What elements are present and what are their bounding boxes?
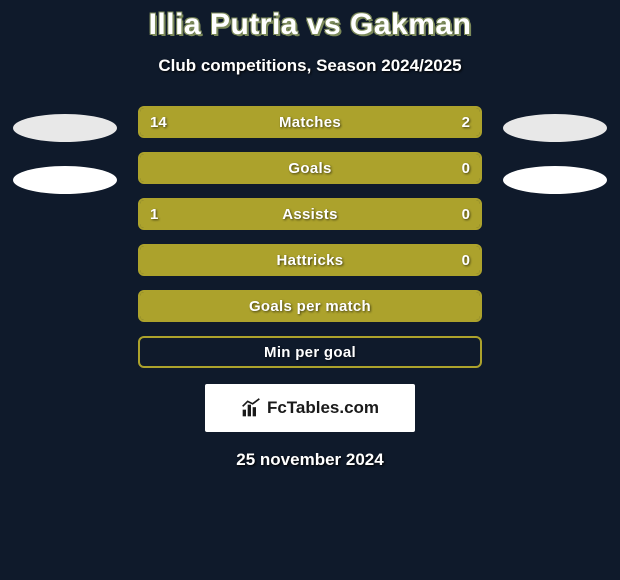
stat-row: Goals per match <box>138 290 482 322</box>
stat-row: 142Matches <box>138 106 482 138</box>
right-player-oval-2 <box>503 166 607 194</box>
page-subtitle: Club competitions, Season 2024/2025 <box>0 56 620 76</box>
page-title: Illia Putria vs Gakman <box>0 8 620 42</box>
date-label: 25 november 2024 <box>0 450 620 470</box>
stat-row: Min per goal <box>138 336 482 368</box>
stat-label: Goals per match <box>140 292 480 320</box>
brand-badge: FcTables.com <box>205 384 415 432</box>
stat-row: 10Assists <box>138 198 482 230</box>
comparison-infographic: Illia Putria vs Gakman Club competitions… <box>0 0 620 580</box>
stats-area: 142Matches 0Goals 10Assists 0Hattricks Goals… <box>0 106 620 368</box>
left-player-oval-1 <box>13 114 117 142</box>
stat-row: 0Hattricks <box>138 244 482 276</box>
left-player-column <box>10 106 120 194</box>
stat-label: Min per goal <box>140 338 480 366</box>
stat-label: Hattricks <box>140 246 480 274</box>
brand-chart-icon <box>241 398 261 418</box>
stat-label: Goals <box>140 154 480 182</box>
comparison-bars: 142Matches 0Goals 10Assists 0Hattricks Goals… <box>138 106 482 368</box>
right-player-oval-1 <box>503 114 607 142</box>
brand-label: FcTables.com <box>267 398 379 418</box>
stat-label: Matches <box>140 108 480 136</box>
stat-row: 0Goals <box>138 152 482 184</box>
right-player-column <box>500 106 610 194</box>
stat-label: Assists <box>140 200 480 228</box>
left-player-oval-2 <box>13 166 117 194</box>
